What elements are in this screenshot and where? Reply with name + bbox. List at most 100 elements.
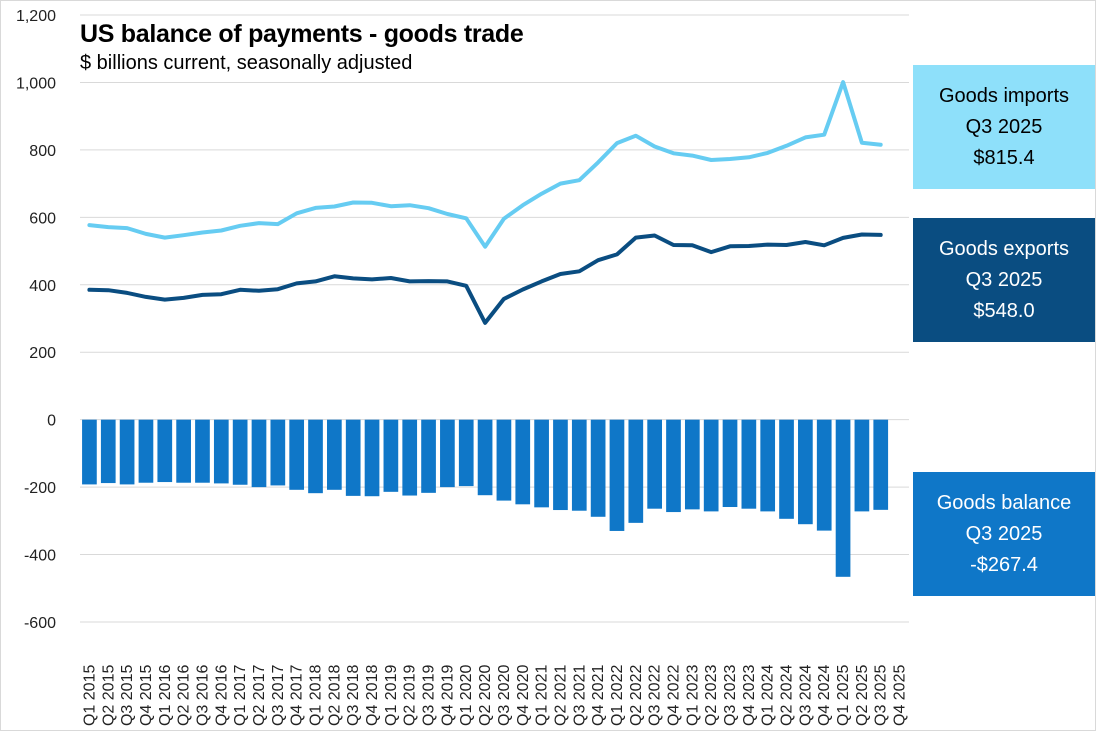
- x-tick-label: Q2 2017: [251, 665, 268, 726]
- exports-callout-label: Goods exports: [938, 237, 1070, 260]
- x-tick-label: Q4 2022: [665, 665, 682, 726]
- x-tick-label: Q4 2023: [741, 665, 758, 726]
- balance-bar: [383, 419, 399, 492]
- x-tick-label: Q1 2020: [458, 665, 475, 726]
- title-block: US balance of payments - goods trade $ b…: [80, 18, 528, 77]
- balance-bar: [176, 419, 191, 483]
- x-tick-label: Q3 2019: [421, 665, 438, 726]
- imports-callout-value: $815.4: [973, 146, 1035, 169]
- balance-bar: [647, 419, 662, 509]
- x-tick-label: Q1 2017: [232, 665, 249, 726]
- x-tick-label: Q3 2025: [873, 665, 890, 726]
- balance-callout-label: Goods balance: [936, 491, 1072, 514]
- balance-bar: [251, 419, 267, 488]
- y-tick-label: -600: [24, 615, 56, 632]
- balance-bar: [722, 419, 738, 508]
- x-tick-label: Q3 2021: [571, 665, 588, 726]
- x-tick-label: Q1 2019: [383, 665, 400, 726]
- balance-bar: [609, 419, 625, 531]
- balance-callout-value: -$267.4: [970, 553, 1038, 576]
- x-tick-label: Q4 2018: [364, 665, 381, 726]
- y-tick-label: 800: [29, 143, 56, 160]
- balance-bar: [553, 419, 568, 511]
- x-tick-label: Q3 2018: [345, 665, 362, 726]
- balance-bar: [327, 419, 342, 490]
- x-tick-label: Q1 2016: [157, 665, 174, 726]
- gridlines: [80, 14, 909, 623]
- x-tick-label: Q4 2025: [892, 665, 909, 726]
- x-tick-label: Q2 2015: [100, 665, 117, 726]
- balance-bar: [232, 419, 248, 485]
- x-tick-label: Q2 2021: [552, 665, 569, 726]
- balance-callout: Goods balance Q3 2025 -$267.4: [913, 472, 1095, 596]
- balance-bar: [308, 419, 323, 494]
- balance-bars: [82, 419, 889, 577]
- balance-bar: [684, 419, 700, 510]
- x-tick-label: Q3 2024: [797, 665, 814, 726]
- balance-bar: [666, 419, 681, 513]
- balance-bar: [138, 419, 154, 483]
- x-tick-label: Q4 2016: [213, 665, 230, 726]
- x-tick-label: Q4 2019: [439, 665, 456, 726]
- imports-callout-label: Goods imports: [938, 84, 1070, 107]
- y-tick-label: 200: [29, 345, 56, 362]
- balance-bar: [402, 419, 418, 496]
- balance-bar: [571, 419, 587, 511]
- exports-callout: Goods exports Q3 2025 $548.0: [913, 218, 1095, 342]
- x-tick-label: Q4 2020: [515, 665, 532, 726]
- balance-bar: [873, 419, 889, 510]
- balance-bar: [289, 419, 305, 490]
- x-tick-label: Q4 2017: [289, 665, 306, 726]
- x-tick-label: Q1 2025: [835, 665, 852, 726]
- x-tick-label: Q3 2015: [119, 665, 136, 726]
- x-tick-label: Q2 2022: [628, 665, 645, 726]
- x-tick-label: Q1 2021: [534, 665, 551, 726]
- imports-callout-period: Q3 2025: [965, 115, 1043, 138]
- trade-lines: [87, 80, 883, 325]
- x-tick-label: Q4 2015: [138, 665, 155, 726]
- balance-bar: [515, 419, 531, 505]
- x-tick-label: Q2 2016: [176, 665, 193, 726]
- x-tick-label: Q1 2023: [684, 665, 701, 726]
- x-tick-label: Q2 2020: [477, 665, 494, 726]
- balance-bar: [100, 419, 116, 484]
- y-tick-label: 1,200: [16, 8, 56, 25]
- balance-bar: [82, 419, 97, 485]
- x-tick-label: Q4 2024: [816, 665, 833, 726]
- x-tick-label: Q2 2019: [402, 665, 419, 726]
- balance-bar: [364, 419, 380, 497]
- y-tick-label: 1,000: [16, 75, 56, 92]
- balance-bar: [119, 419, 135, 485]
- balance-callout-period: Q3 2025: [965, 522, 1043, 545]
- x-tick-label: Q4 2021: [590, 665, 607, 726]
- x-tick-label: Q1 2018: [308, 665, 325, 726]
- x-tick-label: Q2 2018: [326, 665, 343, 726]
- exports-callout-value: $548.0: [973, 299, 1035, 322]
- x-tick-label: Q3 2023: [722, 665, 739, 726]
- y-tick-label: -200: [24, 480, 56, 497]
- x-tick-label: Q3 2017: [270, 665, 287, 726]
- balance-bar: [816, 419, 832, 531]
- balance-bar: [779, 419, 794, 519]
- x-tick-label: Q2 2024: [779, 665, 796, 726]
- y-tick-label: 400: [29, 278, 56, 295]
- balance-bar: [157, 419, 173, 483]
- imports-line: [87, 80, 883, 249]
- chart-title: US balance of payments - goods trade: [80, 20, 524, 48]
- x-tick-label: Q3 2016: [194, 665, 211, 726]
- balance-bar: [590, 419, 606, 517]
- exports-callout-period: Q3 2025: [965, 268, 1043, 291]
- exports-line: [87, 232, 883, 325]
- x-tick-label: Q3 2022: [647, 665, 664, 726]
- x-tick-label: Q1 2024: [760, 665, 777, 726]
- balance-bar: [477, 419, 493, 496]
- balance-bar: [195, 419, 210, 483]
- balance-bar: [496, 419, 512, 501]
- x-tick-label: Q1 2015: [81, 665, 98, 726]
- balance-bar: [760, 419, 776, 512]
- balance-bar: [703, 419, 719, 512]
- balance-bar: [741, 419, 757, 509]
- y-tick-label: 0: [47, 413, 56, 430]
- balance-bar: [421, 419, 436, 493]
